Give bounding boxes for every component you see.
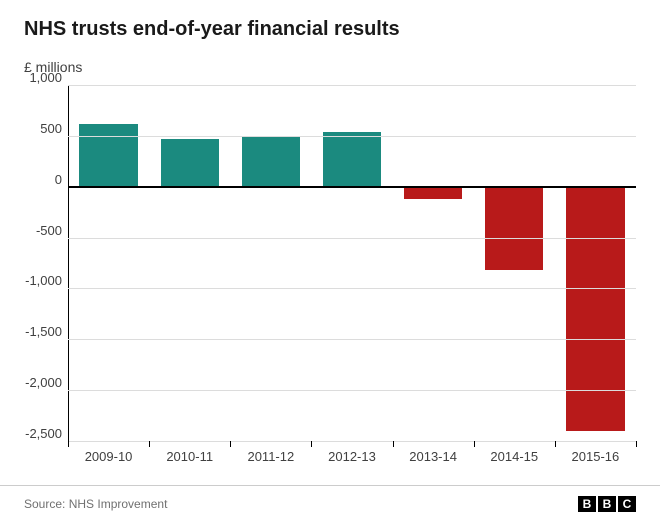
grid-line xyxy=(68,136,636,137)
x-tick-mark xyxy=(636,441,637,447)
x-tick-label: 2014-15 xyxy=(474,441,555,464)
grid-line xyxy=(68,85,636,86)
x-slot: 2013-14 xyxy=(393,441,474,464)
bar-slot xyxy=(311,85,392,441)
bar xyxy=(566,187,624,431)
x-tick-mark xyxy=(68,441,69,447)
bar xyxy=(242,137,300,187)
zero-line xyxy=(68,186,636,188)
bars-layer xyxy=(68,85,636,441)
logo-letter: C xyxy=(618,496,636,512)
x-slot: 2010-11 xyxy=(149,441,230,464)
y-axis-label: £ millions xyxy=(24,59,636,75)
x-tick-label: 2015-16 xyxy=(555,441,636,464)
x-slot: 2012-13 xyxy=(311,441,392,464)
x-tick-label: 2013-14 xyxy=(393,441,474,464)
x-slot: 2015-16 xyxy=(555,441,636,464)
bar-slot xyxy=(230,85,311,441)
x-tick-label: 2009-10 xyxy=(68,441,149,464)
source-text: NHS Improvement xyxy=(69,497,168,511)
bar xyxy=(485,187,543,270)
chart-area: 1,0005000-500-1,000-1,500-2,000-2,500 xyxy=(24,85,636,441)
plot-area xyxy=(68,85,636,441)
logo-letter: B xyxy=(578,496,596,512)
x-tick-mark xyxy=(555,441,556,447)
x-slot: 2011-12 xyxy=(230,441,311,464)
x-slot: 2014-15 xyxy=(474,441,555,464)
chart-title: NHS trusts end-of-year financial results xyxy=(24,18,636,41)
grid-line xyxy=(68,288,636,289)
grid-line xyxy=(68,238,636,239)
bar xyxy=(323,132,381,187)
x-tick-mark xyxy=(311,441,312,447)
bar-slot xyxy=(68,85,149,441)
y-axis: 1,0005000-500-1,000-1,500-2,000-2,500 xyxy=(24,85,68,441)
grid-line xyxy=(68,390,636,391)
bar xyxy=(404,187,462,199)
bar-slot xyxy=(393,85,474,441)
x-tick-label: 2012-13 xyxy=(311,441,392,464)
logo-letter: B xyxy=(598,496,616,512)
x-tick-mark xyxy=(474,441,475,447)
x-tick-label: 2010-11 xyxy=(149,441,230,464)
source-line: Source: NHS Improvement xyxy=(24,497,167,511)
grid-line xyxy=(68,339,636,340)
x-tick-mark xyxy=(230,441,231,447)
x-axis: 2009-102010-112011-122012-132013-142014-… xyxy=(68,441,636,464)
footer: Source: NHS Improvement BBC xyxy=(0,485,660,524)
chart-container: NHS trusts end-of-year financial results… xyxy=(0,0,660,524)
x-tick-mark xyxy=(149,441,150,447)
x-slot: 2009-10 xyxy=(68,441,149,464)
source-prefix: Source: xyxy=(24,497,69,511)
bar xyxy=(161,139,219,187)
bar xyxy=(79,124,137,187)
bar-slot xyxy=(555,85,636,441)
bar-slot xyxy=(149,85,230,441)
bbc-logo: BBC xyxy=(578,496,636,512)
x-tick-mark xyxy=(393,441,394,447)
x-tick-label: 2011-12 xyxy=(230,441,311,464)
bar-slot xyxy=(474,85,555,441)
